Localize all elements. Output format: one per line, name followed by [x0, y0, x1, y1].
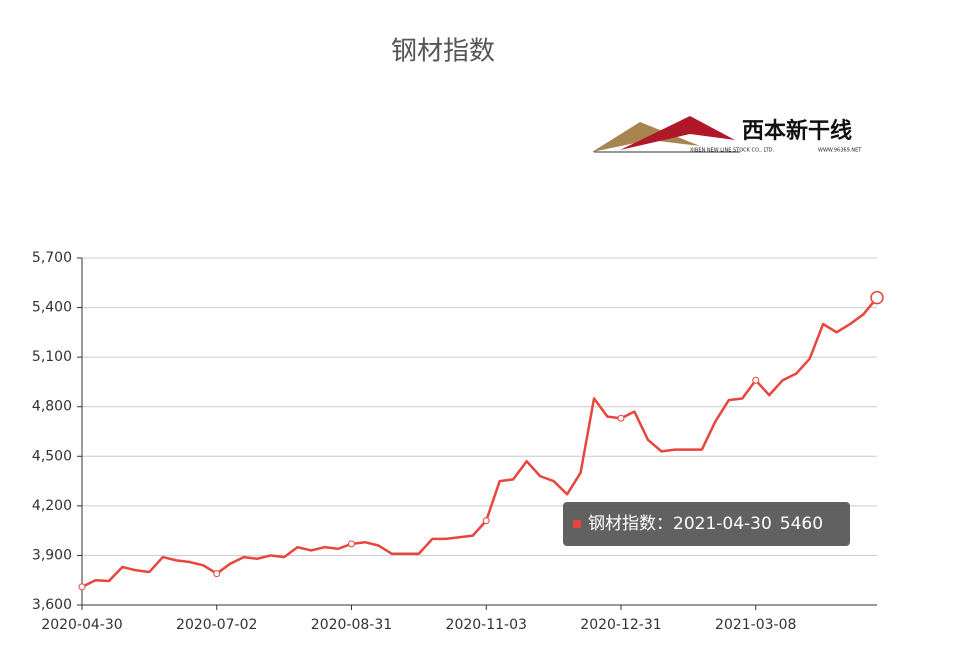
point [213, 570, 221, 578]
point [752, 376, 760, 384]
y-tick-label: 4,500 [32, 448, 72, 464]
tooltip-separator: ： [656, 514, 673, 534]
x-tick-label: 2020-07-02 [176, 617, 257, 633]
x-tick-label: 2021-03-08 [715, 617, 796, 633]
chart-title: 钢材指数 [391, 37, 495, 67]
point [347, 540, 355, 548]
y-tick-label: 4,800 [32, 399, 72, 415]
y-tick-label: 5,400 [32, 300, 72, 316]
logo-url: WWW.96369.NET [818, 148, 862, 154]
logo: 西本新干线 XIBEN NEW LINE STOCK CO., LTD. WWW… [592, 116, 862, 154]
y-tick-label: 5,100 [32, 349, 72, 365]
tooltip: 钢材指数：2021-04-30 5460 [563, 502, 850, 546]
tooltip-swatch [573, 520, 581, 528]
tooltip-value: 5460 [780, 514, 823, 534]
logo-mark [592, 122, 700, 152]
y-tick-label: 4,200 [32, 498, 72, 514]
x-tick-label: 2020-04-30 [41, 617, 122, 633]
y-tick-label: 3,900 [32, 547, 72, 563]
x-tick-label: 2020-12-31 [580, 617, 661, 633]
x-tick-label: 2020-08-31 [311, 617, 392, 633]
tooltip-date: 2021-04-30 [673, 514, 772, 534]
tooltip-box [563, 502, 850, 546]
point [482, 517, 490, 525]
logo-subtext: XIBEN NEW LINE STOCK CO., LTD. [690, 148, 775, 154]
logo-text: 西本新干线 [742, 118, 852, 144]
y-tick-label: 3,600 [32, 597, 72, 613]
point-highlight [870, 290, 884, 305]
x-tick-label: 2020-11-03 [446, 617, 527, 633]
tooltip-text: 钢材指数：2021-04-30 5460 [588, 514, 823, 534]
tooltip-series-name: 钢材指数 [588, 514, 656, 534]
y-tick-label: 5,700 [32, 250, 72, 266]
logo-mark [620, 116, 735, 150]
point [617, 414, 625, 422]
point [78, 583, 86, 591]
